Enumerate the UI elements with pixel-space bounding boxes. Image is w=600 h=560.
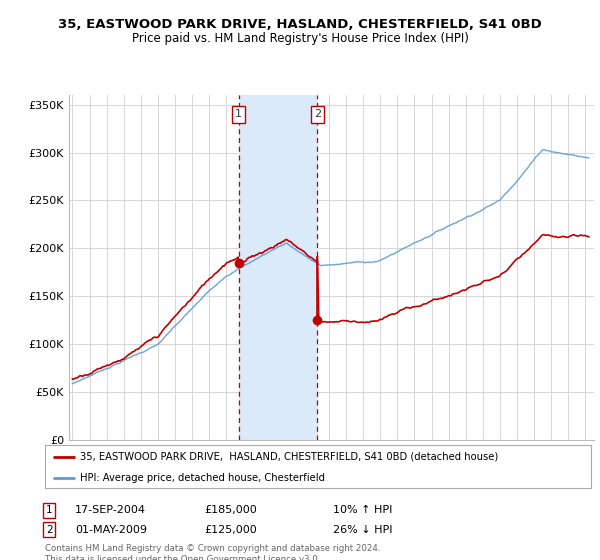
Text: Contains HM Land Registry data © Crown copyright and database right 2024.
This d: Contains HM Land Registry data © Crown c… — [45, 544, 380, 560]
Bar — [239, 95, 317, 440]
Text: 2: 2 — [46, 525, 53, 535]
Text: 35, EASTWOOD PARK DRIVE, HASLAND, CHESTERFIELD, S41 0BD: 35, EASTWOOD PARK DRIVE, HASLAND, CHESTE… — [58, 18, 542, 31]
Text: 1: 1 — [46, 505, 53, 515]
Text: 35, EASTWOOD PARK DRIVE,  HASLAND, CHESTERFIELD, S41 0BD (detached house): 35, EASTWOOD PARK DRIVE, HASLAND, CHESTE… — [80, 452, 499, 462]
Text: 2: 2 — [314, 109, 321, 119]
Text: Price paid vs. HM Land Registry's House Price Index (HPI): Price paid vs. HM Land Registry's House … — [131, 32, 469, 45]
Text: HPI: Average price, detached house, Chesterfield: HPI: Average price, detached house, Ches… — [80, 473, 325, 483]
Text: 1: 1 — [235, 109, 242, 119]
Text: 10% ↑ HPI: 10% ↑ HPI — [333, 505, 392, 515]
Text: £125,000: £125,000 — [204, 525, 257, 535]
Text: 01-MAY-2009: 01-MAY-2009 — [75, 525, 147, 535]
Text: £185,000: £185,000 — [204, 505, 257, 515]
Text: 17-SEP-2004: 17-SEP-2004 — [75, 505, 146, 515]
Text: 26% ↓ HPI: 26% ↓ HPI — [333, 525, 392, 535]
